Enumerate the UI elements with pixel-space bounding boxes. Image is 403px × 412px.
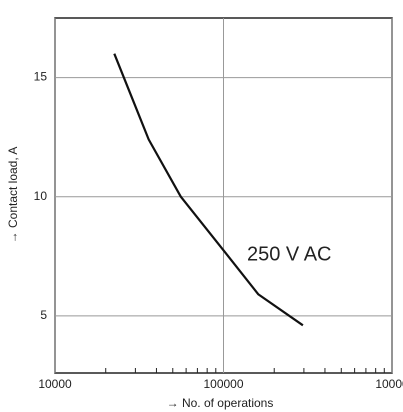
x-tick-label: 10000 [38, 377, 72, 391]
y-tick-label: 10 [34, 189, 48, 203]
annotation: 250 V AC [247, 243, 332, 265]
y-tick-label: 5 [40, 308, 47, 322]
y-axis-label: → Contact load, A [6, 147, 20, 244]
x-tick-label: 100000 [203, 377, 243, 391]
x-axis-label: → No. of operations [167, 396, 274, 410]
y-tick-label: 15 [34, 70, 48, 84]
data-line [113, 53, 304, 327]
x-tick-label: 10000 [375, 377, 403, 391]
